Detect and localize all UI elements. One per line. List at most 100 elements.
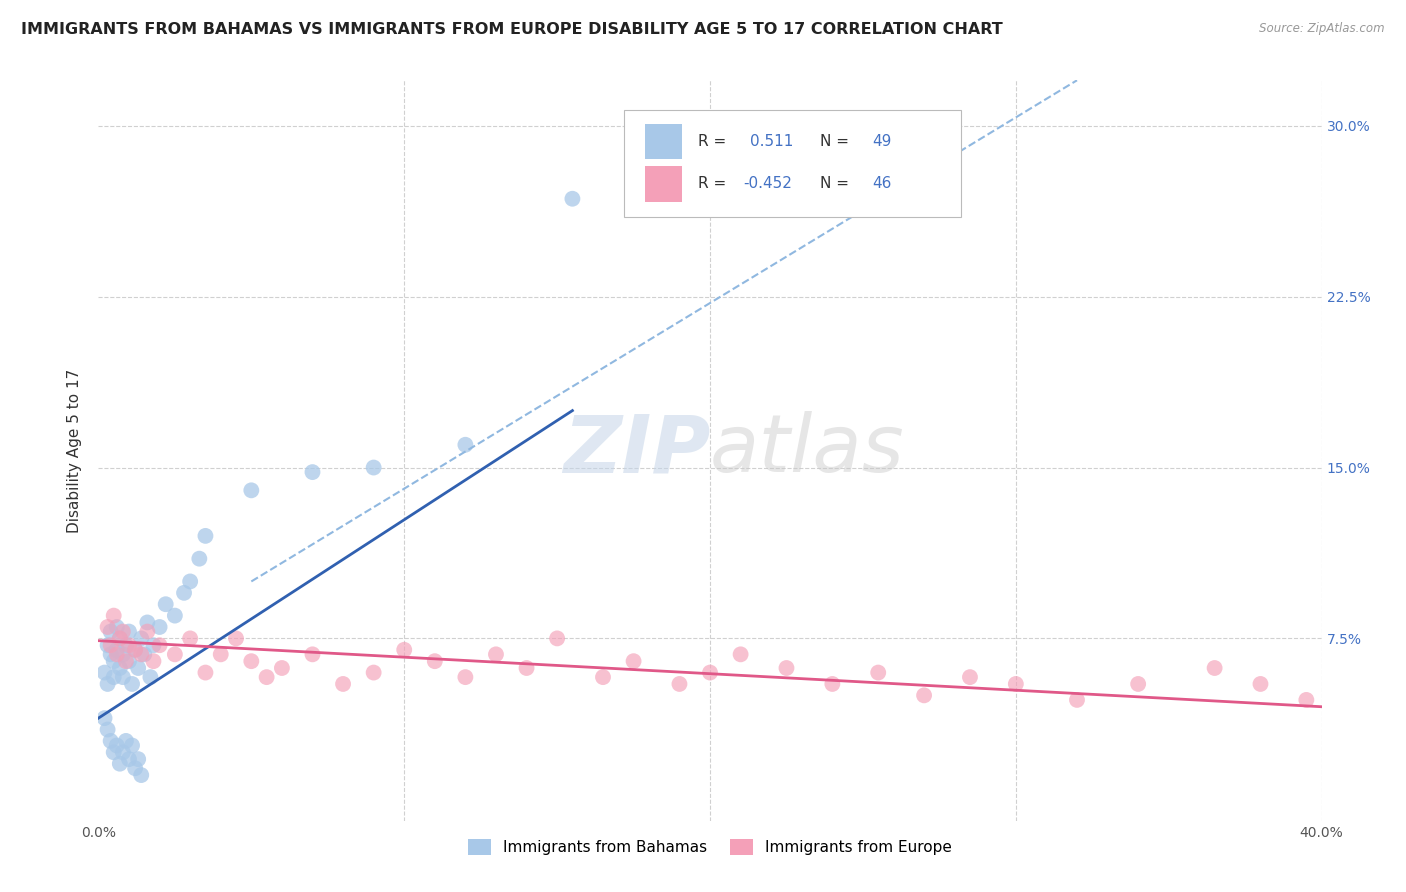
Point (173, 586, 195, 600)
Point (454, 670, 477, 684)
Point (516, 661, 538, 675)
Point (100, 638, 122, 652)
Point (1204, 661, 1226, 675)
Point (118, 624, 141, 639)
Point (103, 608, 125, 623)
Text: N =: N = (820, 134, 853, 149)
Text: -0.452: -0.452 (742, 177, 792, 192)
Point (363, 665, 385, 680)
Point (124, 642, 146, 657)
Text: 0.511: 0.511 (751, 134, 794, 149)
Point (623, 654, 645, 668)
Point (134, 648, 156, 662)
Point (912, 689, 935, 703)
Point (821, 677, 844, 691)
Point (108, 632, 131, 646)
Point (103, 670, 125, 684)
Text: IMMIGRANTS FROM BAHAMAS VS IMMIGRANTS FROM EUROPE DISABILITY AGE 5 TO 17 CORRELA: IMMIGRANTS FROM BAHAMAS VS IMMIGRANTS FR… (21, 22, 1002, 37)
Point (363, 460, 385, 475)
Point (163, 648, 186, 662)
Point (139, 670, 162, 684)
Point (115, 638, 138, 652)
Point (194, 665, 217, 680)
Point (136, 624, 159, 639)
Point (118, 638, 141, 652)
Point (179, 632, 201, 646)
Point (108, 661, 131, 675)
Point (561, 192, 583, 206)
Point (240, 654, 263, 668)
Point (163, 608, 186, 623)
Point (100, 734, 122, 748)
Point (179, 574, 201, 589)
Text: 49: 49 (873, 134, 891, 149)
Legend: Immigrants from Bahamas, Immigrants from Europe: Immigrants from Bahamas, Immigrants from… (461, 833, 959, 861)
Point (97, 638, 120, 652)
FancyBboxPatch shape (645, 166, 682, 202)
Point (108, 756, 131, 771)
Point (105, 739, 128, 753)
Point (111, 670, 134, 684)
Point (1295, 693, 1317, 707)
Point (1066, 693, 1088, 707)
Point (105, 620, 128, 634)
Point (1249, 677, 1271, 691)
Point (155, 597, 177, 611)
Point (332, 677, 354, 691)
Point (392, 642, 416, 657)
Point (485, 648, 508, 662)
Point (124, 761, 146, 775)
Point (149, 638, 172, 652)
Point (115, 734, 138, 748)
Point (454, 438, 477, 452)
Point (256, 670, 278, 684)
Text: Source: ZipAtlas.com: Source: ZipAtlas.com (1260, 22, 1385, 36)
Point (959, 670, 981, 684)
Point (1004, 677, 1026, 691)
Point (111, 648, 134, 662)
Point (423, 654, 446, 668)
Point (124, 642, 146, 657)
Point (149, 620, 172, 634)
FancyBboxPatch shape (645, 124, 682, 160)
Point (111, 745, 134, 759)
Point (1128, 677, 1150, 691)
Point (270, 661, 292, 675)
Point (103, 654, 125, 668)
Point (100, 648, 122, 662)
Point (142, 638, 165, 652)
Point (775, 661, 797, 675)
Point (592, 670, 614, 684)
Point (100, 624, 122, 639)
Point (115, 654, 138, 668)
Point (93, 665, 115, 680)
Point (105, 642, 128, 657)
Point (111, 624, 134, 639)
Point (97, 620, 120, 634)
Text: ZIP: ZIP (562, 411, 710, 490)
Point (301, 648, 323, 662)
Point (868, 665, 890, 680)
Point (97, 723, 120, 737)
Point (118, 752, 141, 766)
Text: atlas: atlas (710, 411, 905, 490)
Point (129, 648, 152, 662)
Point (209, 648, 232, 662)
Point (118, 654, 141, 668)
Point (105, 648, 128, 662)
Point (225, 632, 247, 646)
Point (194, 529, 217, 543)
Point (188, 551, 211, 566)
Point (108, 632, 131, 646)
Point (546, 632, 568, 646)
Point (93, 711, 115, 725)
Point (103, 745, 125, 759)
FancyBboxPatch shape (624, 110, 960, 218)
Point (136, 615, 159, 630)
Text: 46: 46 (873, 177, 891, 192)
Text: R =: R = (697, 177, 731, 192)
Point (121, 677, 143, 691)
Text: N =: N = (820, 177, 853, 192)
Point (699, 665, 721, 680)
Point (730, 648, 752, 662)
